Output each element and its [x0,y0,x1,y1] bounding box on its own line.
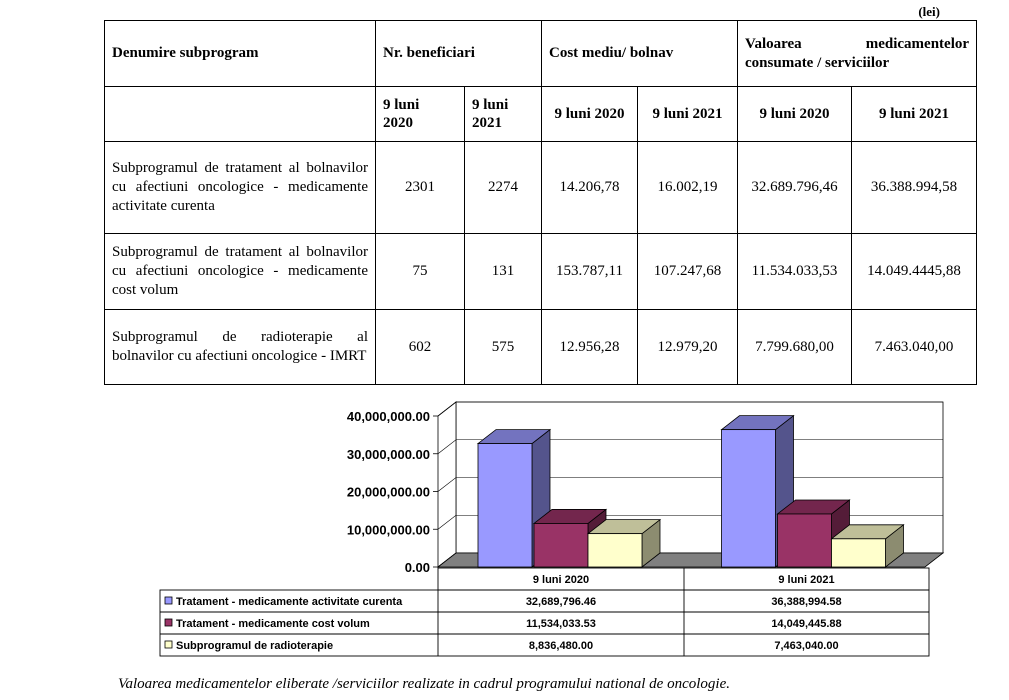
data-value-label: 8,836,480.00 [529,640,593,652]
header-valoarea: Valoarea medicamentelor consumate / serv… [737,20,978,87]
y-tick-label: 40,000,000.00 [347,409,430,424]
legend-swatch [164,640,173,649]
row-ben-2021: 575 [464,309,542,385]
subheader-ben-2020-period: 9 luni [383,97,420,113]
table-row: Subprogramul de tratament al bolnavilor … [104,141,978,234]
data-value-label: 14,049,445.88 [771,618,841,630]
table-row: Subprogramul de tratament al bolnavilor … [104,233,978,310]
row-cost-2020: 14.206,78 [541,141,638,234]
row-val-2020: 7.799.680,00 [737,309,853,385]
row-val-2021: 36.388.994,58 [851,141,978,234]
legend-swatch [164,596,173,605]
header-beneficiari: Nr. beneficiari [375,20,542,87]
subheader-val-2021: 9 luni 2021 [851,86,978,142]
legend-label: Tratament - medicamente cost volum [176,618,370,630]
y-tick-label: 30,000,000.00 [347,447,430,462]
row-ben-2020: 75 [375,233,465,310]
bar [587,533,643,568]
header-cost-mediu: Cost mediu/ bolnav [540,20,739,87]
subheader-ben-2021: 9 luni 2021 [464,86,542,142]
data-table-body [159,589,930,657]
legend-swatch [164,618,173,627]
header-subprogram: Denumire subprogram [104,20,376,87]
data-value-label: 32,689,796.46 [526,596,596,608]
subprogram-table: Denumire subprogram Nr. beneficiari Cost… [104,20,978,385]
subheader-cost-2020: 9 luni 2020 [541,86,638,142]
bar [721,429,776,568]
data-table-header [437,567,930,591]
data-value-label: 7,463,040.00 [774,640,838,652]
x-category-label: 9 luni 2020 [533,574,589,586]
row-val-2020: 11.534.033,53 [737,233,853,310]
subheader-val-2020: 9 luni 2020 [737,86,853,142]
subheader-ben-2020-year: 2020 [383,115,413,131]
subheader-ben-2021-period: 9 luni [472,97,509,113]
row-ben-2020: 602 [375,309,465,385]
bar [477,443,533,568]
row-cost-2020: 153.787,11 [541,233,638,310]
bar [831,538,886,568]
y-tick-label: 10,000,000.00 [347,522,430,537]
row-val-2020: 32.689.796,46 [737,141,853,234]
data-value-label: 11,534,033.53 [526,618,596,630]
row-ben-2020: 2301 [375,141,465,234]
row-cost-2021: 12.979,20 [636,309,739,385]
row-name: Subprogramul de tratament al bolnavilor … [104,233,376,310]
row-name: Subprogramul de tratament al bolnavilor … [104,141,376,234]
figure-caption: Valoarea medicamentelor eliberate /servi… [118,676,730,692]
bar [533,523,589,568]
bar-chart: 0.00 10,000,000.00 20,000,000.00 30,000,000… [159,401,945,657]
row-cost-2021: 16.002,19 [636,141,739,234]
row-ben-2021: 131 [464,233,542,310]
legend-label: Subprogramul de radioterapie [176,640,333,652]
subheader-ben-2020: 9 luni 2020 [375,86,465,142]
row-val-2021: 7.463.040,00 [851,309,978,385]
x-category-label: 9 luni 2021 [778,574,834,586]
data-value-label: 36,388,994.58 [771,596,841,608]
row-val-2021: 14.049.4445,88 [851,233,978,310]
row-name: Subprogramul de radioterapie al bolnavil… [104,309,376,385]
subheader-cost-2021: 9 luni 2021 [636,86,739,142]
bar [777,513,832,568]
row-cost-2021: 107.247,68 [636,233,739,310]
unit-label: (lei) [918,4,940,19]
y-tick-label: 0.00 [405,560,430,575]
gridline [437,401,943,417]
subheader-ben-2021-year: 2021 [472,115,502,131]
row-cost-2020: 12.956,28 [541,309,638,385]
subheader-empty [104,86,376,142]
row-ben-2021: 2274 [464,141,542,234]
legend-label: Tratament - medicamente activitate curen… [176,596,403,608]
table-row: Subprogramul de radioterapie al bolnavil… [104,309,978,385]
y-tick-label: 20,000,000.00 [347,485,430,500]
